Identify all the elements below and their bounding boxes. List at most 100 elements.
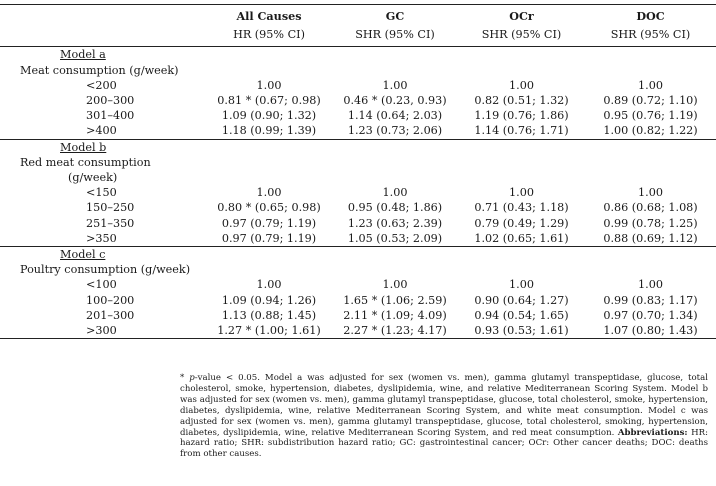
gc-cell: 1.00 xyxy=(382,186,408,200)
footnote-text: -value < 0.05. Model a was adjusted for … xyxy=(180,373,708,438)
level-cell: 100–200 xyxy=(86,293,135,307)
doc-cell: 1.07 (0.80; 1.43) xyxy=(585,323,716,340)
table-row: 150–250 0.80 * (0.65; 0.98) 0.95 (0.48; … xyxy=(0,200,716,215)
ocr-cell: 0.82 (0.51; 1.32) xyxy=(474,94,569,108)
all-causes-cell: 0.81 * (0.67; 0.98) xyxy=(217,94,321,108)
model-b-group: Red meat consumption xyxy=(20,155,151,169)
footnote-abbrev-label: Abbreviations: xyxy=(617,427,688,438)
all-causes-cell: 1.18 (0.99; 1.39) xyxy=(221,124,317,138)
model-b-title: Model b xyxy=(60,140,107,154)
table-row: 301–400 1.09 (0.90; 1.32) 1.14 (0.64; 2.… xyxy=(0,108,716,123)
footnote-p-italic: p xyxy=(189,373,195,383)
level-cell: 200–300 xyxy=(86,94,135,108)
level-cell: 150–250 xyxy=(86,201,135,215)
table-row: <150 1.00 1.00 1.00 1.00 xyxy=(0,185,716,200)
model-b-group-row: Red meat consumption xyxy=(0,155,716,170)
model-a-title-row: Model a xyxy=(0,46,716,63)
model-a-group: Meat consumption (g/week) xyxy=(20,63,179,77)
level-cell: 201–300 xyxy=(86,308,135,322)
level-cell: 251–350 xyxy=(86,216,135,230)
all-causes-cell: 1.00 xyxy=(256,278,282,292)
all-causes-cell: 1.13 (0.88; 1.45) xyxy=(221,308,317,322)
subheader-doc: SHR (95% CI) xyxy=(610,28,691,42)
table-row: >300 1.27 * (1.00; 1.61) 2.27 * (1.23; 4… xyxy=(0,323,716,340)
footnote-star: * xyxy=(180,373,185,383)
model-b-group-cont-row: (g/week) xyxy=(0,170,716,185)
gc-cell: 2.11 * (1.09; 4.09) xyxy=(343,308,447,322)
ocr-cell: 1.00 xyxy=(509,78,534,92)
level-cell: >400 xyxy=(86,124,117,138)
doc-cell: 0.97 (0.70; 1.34) xyxy=(603,308,698,322)
subheader-ocr: SHR (95% CI) xyxy=(481,28,562,42)
gc-cell: 1.65 * (1.06; 2.59) xyxy=(343,293,447,307)
all-causes-cell: 0.97 (0.79; 1.19) xyxy=(221,216,317,230)
table-footnote: * p-value < 0.05. Model a was adjusted f… xyxy=(180,373,708,460)
all-causes-cell: 0.97 (0.79; 1.19) xyxy=(221,231,317,245)
table-row: 251–350 0.97 (0.79; 1.19) 1.23 (0.63; 2.… xyxy=(0,216,716,231)
header-empty xyxy=(0,4,206,27)
model-a-group-row: Meat consumption (g/week) xyxy=(0,63,716,78)
level-cell: >300 xyxy=(0,323,206,340)
doc-cell: 0.88 (0.69; 1.12) xyxy=(603,231,698,245)
header-doc: DOC xyxy=(585,4,716,27)
model-c-title-row: Model c xyxy=(0,246,716,263)
model-b-title-row: Model b xyxy=(0,138,716,155)
ocr-cell: 0.94 (0.54; 1.65) xyxy=(474,308,569,322)
gc-cell: 1.23 (0.63; 2.39) xyxy=(347,216,443,230)
level-cell: <200 xyxy=(86,78,117,92)
doc-cell: 0.99 (0.78; 1.25) xyxy=(603,216,698,230)
header-all-causes: All Causes xyxy=(206,4,332,27)
doc-cell: 1.00 (0.82; 1.22) xyxy=(603,124,698,138)
table-row: 100–200 1.09 (0.94; 1.26) 1.65 * (1.06; … xyxy=(0,293,716,308)
gc-cell: 2.27 * (1.23; 4.17) xyxy=(332,323,458,340)
subheader-empty xyxy=(0,26,206,47)
model-b-group-cont: (g/week) xyxy=(68,171,118,185)
level-cell: >350 xyxy=(86,231,117,245)
table-row: <100 1.00 1.00 1.00 1.00 xyxy=(0,277,716,292)
ocr-cell: 0.90 (0.64; 1.27) xyxy=(474,293,569,307)
ocr-cell: 1.00 xyxy=(509,186,534,200)
table-row: 201–300 1.13 (0.88; 1.45) 2.11 * (1.09; … xyxy=(0,308,716,323)
all-causes-cell: 1.00 xyxy=(256,78,282,92)
doc-cell: 1.00 xyxy=(638,186,663,200)
ocr-cell: 1.14 (0.76; 1.71) xyxy=(474,124,569,138)
gc-cell: 1.23 (0.73; 2.06) xyxy=(347,124,443,138)
subheader-all-causes: HR (95% CI) xyxy=(233,28,305,42)
all-causes-cell: 0.80 * (0.65; 0.98) xyxy=(217,201,321,215)
gc-cell: 0.46 * (0.23, 0.93) xyxy=(343,94,447,108)
gc-cell: 1.00 xyxy=(382,78,408,92)
table-row: <200 1.00 1.00 1.00 1.00 xyxy=(0,78,716,93)
ocr-cell: 0.79 (0.49; 1.29) xyxy=(474,216,569,230)
gc-cell: 1.14 (0.64; 2.03) xyxy=(347,109,443,123)
all-causes-cell: 1.27 * (1.00; 1.61) xyxy=(206,323,332,340)
results-table-container: All Causes GC OCr DOC HR (95% CI) SHR (9… xyxy=(0,4,716,340)
doc-cell: 0.95 (0.76; 1.19) xyxy=(603,109,698,123)
ocr-cell: 1.02 (0.65; 1.61) xyxy=(474,231,569,245)
gc-cell: 0.95 (0.48; 1.86) xyxy=(347,201,443,215)
header-gc: GC xyxy=(332,4,458,27)
ocr-cell: 1.19 (0.76; 1.86) xyxy=(474,109,569,123)
header-ocr: OCr xyxy=(458,4,585,27)
gc-cell: 1.00 xyxy=(382,278,408,292)
ocr-cell: 0.93 (0.53; 1.61) xyxy=(458,323,585,340)
header-row: All Causes GC OCr DOC xyxy=(0,4,716,27)
subheader-gc: SHR (95% CI) xyxy=(355,28,435,42)
model-c-group: Poultry consumption (g/week) xyxy=(20,263,191,277)
ocr-cell: 0.71 (0.43; 1.18) xyxy=(474,201,569,215)
gc-cell: 1.05 (0.53; 2.09) xyxy=(347,231,443,245)
ocr-cell: 1.00 xyxy=(509,278,534,292)
table-row: >350 0.97 (0.79; 1.19) 1.05 (0.53; 2.09)… xyxy=(0,231,716,247)
level-cell: <150 xyxy=(86,186,117,200)
model-c-group-row: Poultry consumption (g/week) xyxy=(0,262,716,277)
level-cell: <100 xyxy=(86,278,117,292)
subheader-row: HR (95% CI) SHR (95% CI) SHR (95% CI) SH… xyxy=(0,26,716,47)
all-causes-cell: 1.00 xyxy=(256,186,282,200)
table-row: 200–300 0.81 * (0.67; 0.98) 0.46 * (0.23… xyxy=(0,93,716,108)
table-row: >400 1.18 (0.99; 1.39) 1.23 (0.73; 2.06)… xyxy=(0,123,716,139)
model-c-title: Model c xyxy=(60,248,106,262)
doc-cell: 0.86 (0.68; 1.08) xyxy=(603,201,698,215)
doc-cell: 0.99 (0.83; 1.17) xyxy=(603,293,698,307)
model-a-title: Model a xyxy=(60,48,106,62)
results-table: All Causes GC OCr DOC HR (95% CI) SHR (9… xyxy=(0,4,716,340)
all-causes-cell: 1.09 (0.90; 1.32) xyxy=(221,109,317,123)
